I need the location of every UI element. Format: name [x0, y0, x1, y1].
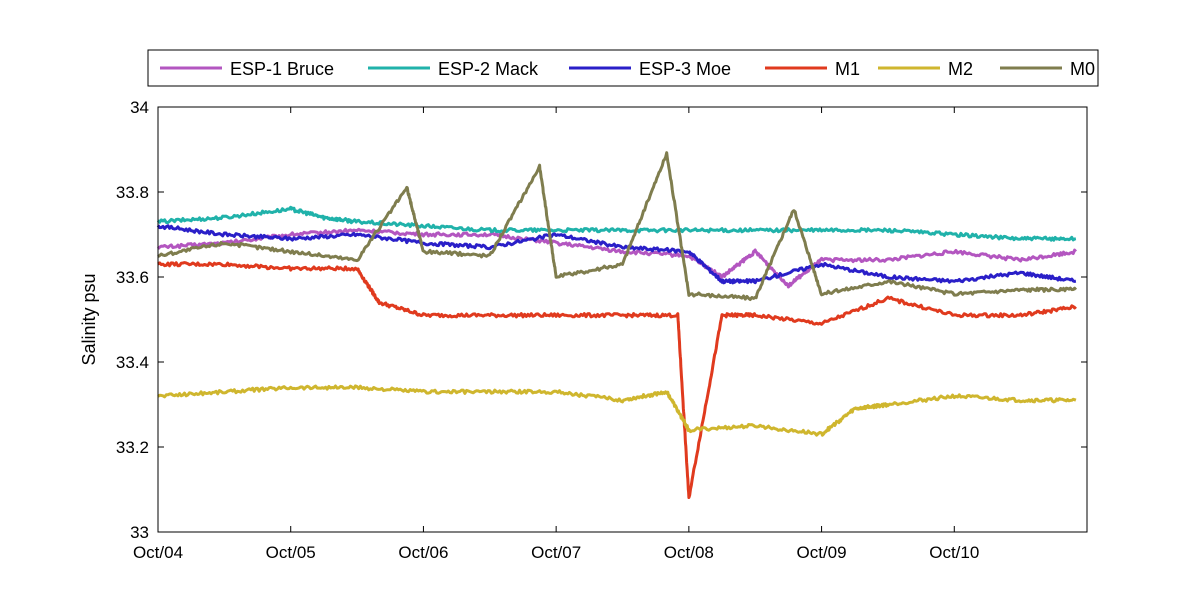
y-axis-label: Salinity psu — [79, 273, 99, 365]
y-tick-label: 34 — [130, 98, 149, 117]
x-tick-label: Oct/08 — [664, 543, 714, 562]
y-tick-label: 33.8 — [116, 183, 149, 202]
y-tick-label: 33.6 — [116, 268, 149, 287]
legend: ESP-1 Bruce ESP-2 Mack ESP-3 Moe M1 M2 M0 — [147, 49, 1099, 87]
series-line-m1 — [157, 261, 1077, 499]
x-tick-label: Oct/06 — [398, 543, 448, 562]
x-tick-label: Oct/04 — [133, 543, 183, 562]
series-line-esp-1-bruce — [156, 227, 1077, 289]
y-tick-label: 33.2 — [116, 438, 149, 457]
x-tick-label: Oct/10 — [929, 543, 979, 562]
y-tick-label: 33 — [130, 523, 149, 542]
legend-label: ESP-3 Moe — [639, 59, 731, 79]
plot-lines — [156, 151, 1078, 499]
x-axis: Oct/04 Oct/05 Oct/06 Oct/07 Oct/08 Oct/09 Oct/… — [133, 107, 979, 562]
legend-label: ESP-2 Mack — [438, 59, 539, 79]
x-tick-label: Oct/09 — [797, 543, 847, 562]
legend-label: M1 — [835, 59, 860, 79]
x-tick-label: Oct/07 — [531, 543, 581, 562]
series-line-esp-2-mack — [156, 205, 1077, 242]
legend-label: M2 — [948, 59, 973, 79]
series-line-m2 — [157, 384, 1077, 437]
series-line-esp-3-moe — [156, 224, 1077, 285]
plot-frame — [157, 106, 1088, 533]
legend-label: M0 — [1070, 59, 1095, 79]
x-tick-label: Oct/05 — [266, 543, 316, 562]
series-line-m0 — [157, 151, 1078, 301]
y-tick-label: 33.4 — [116, 353, 149, 372]
y-axis: 33 33.2 33.4 33.6 33.8 34 — [116, 98, 1087, 542]
legend-label: ESP-1 Bruce — [230, 59, 334, 79]
